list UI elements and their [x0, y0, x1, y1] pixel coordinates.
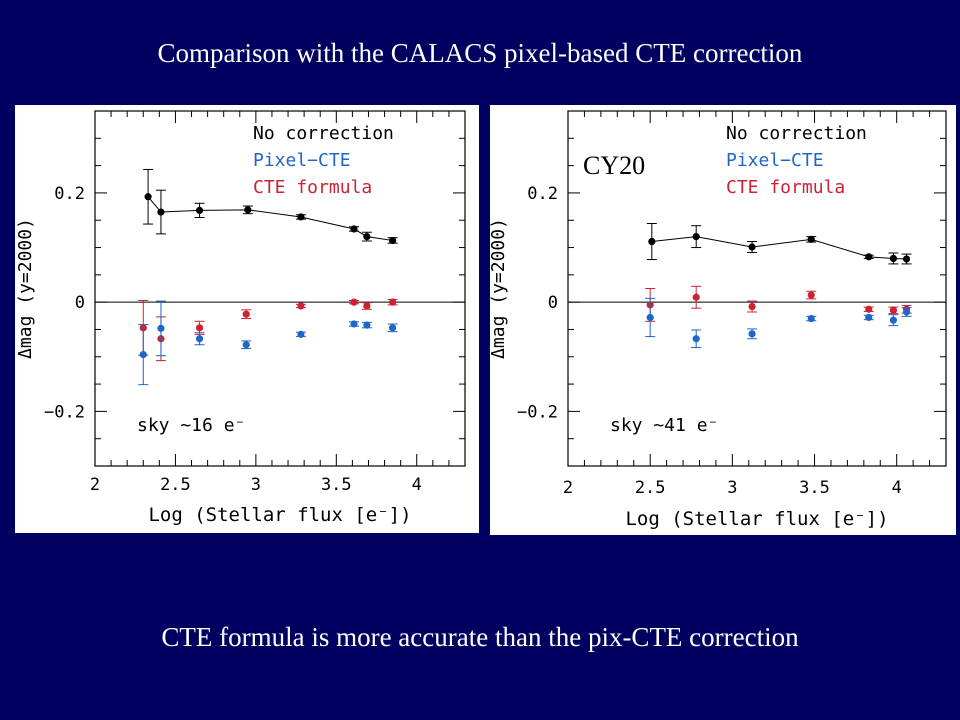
- data-point: [902, 255, 911, 263]
- x-tick-label: 2.5: [160, 475, 191, 495]
- y-tick-label: 0: [548, 293, 558, 313]
- legend-entry: No correction: [726, 123, 867, 144]
- legend-entry: Pixel−CTE: [726, 150, 824, 171]
- chart-panel-sky16: 2 2.5 3 3.5 4 0.2 0 −0.2 Log (Stellar flux [e⁻])…: [15, 105, 479, 533]
- data-point: [195, 324, 204, 332]
- data-point: [692, 233, 700, 241]
- data-point: [363, 233, 371, 241]
- y-axis-label: Δmag (y=2000): [15, 218, 36, 359]
- y-tick-label: 0.2: [54, 184, 85, 204]
- x-axis-label: Log (Stellar flux [e⁻]): [148, 504, 411, 526]
- x-tick-label: 3: [251, 475, 261, 495]
- data-point: [144, 193, 152, 201]
- data-point: [244, 206, 252, 214]
- data-point: [350, 225, 358, 233]
- x-axis-label: Log (Stellar flux [e⁻]): [625, 508, 888, 530]
- y-tick-label: −0.2: [517, 402, 558, 422]
- x-tick-label: 2: [563, 478, 573, 498]
- y-tick-label: −0.2: [44, 402, 85, 422]
- legend-entry: CTE formula: [726, 177, 845, 198]
- x-tick-label: 3.5: [799, 478, 830, 498]
- panel-label: CY20: [583, 151, 645, 180]
- data-point: [389, 298, 397, 306]
- data-point: [297, 213, 305, 221]
- data-point: [157, 208, 165, 216]
- data-point: [297, 330, 305, 338]
- data-point: [807, 291, 815, 299]
- data-point: [242, 310, 250, 318]
- data-point: [889, 306, 898, 314]
- data-point: [350, 320, 358, 328]
- x-tick-label: 3: [727, 478, 737, 498]
- data-point: [807, 235, 815, 243]
- legend-entry: No correction: [253, 123, 394, 144]
- data-point: [865, 313, 873, 322]
- data-point: [865, 253, 873, 261]
- y-tick-label: 0: [75, 293, 85, 313]
- series-line: [147, 196, 393, 241]
- x-tick-label: 4: [412, 475, 422, 495]
- plot-frame: [94, 110, 466, 467]
- data-point: [646, 313, 654, 322]
- data-point: [363, 321, 371, 329]
- x-tick-label: 3.5: [321, 475, 352, 495]
- series-no-correction: [143, 168, 398, 245]
- data-point: [389, 236, 397, 245]
- data-point: [195, 335, 204, 343]
- x-tick-label: 2: [90, 475, 100, 495]
- sky-annotation: sky ~16 e⁻: [137, 415, 245, 436]
- chart-sky16: 2 2.5 3 3.5 4 0.2 0 −0.2 Log (Stellar flux [e⁻])…: [15, 110, 466, 526]
- sky-annotation: sky ~41 e⁻: [610, 415, 718, 436]
- data-point: [350, 298, 358, 306]
- y-tick-label: 0.2: [527, 184, 558, 204]
- data-point: [363, 302, 371, 310]
- data-point: [748, 330, 756, 338]
- y-axis-label: Δmag (y=2000): [490, 218, 509, 359]
- data-point: [389, 324, 397, 332]
- legend-entry: CTE formula: [253, 177, 372, 198]
- series-pixel-cte: [645, 297, 912, 348]
- data-point: [297, 302, 305, 310]
- series-no-correction: [646, 223, 912, 265]
- data-point: [195, 206, 204, 214]
- x-tick-label: 4: [892, 478, 902, 498]
- data-point: [889, 316, 898, 324]
- data-point: [748, 243, 756, 251]
- data-point: [157, 324, 165, 332]
- data-point: [648, 237, 656, 246]
- series-cte-formula: [138, 298, 398, 362]
- plot-frame: [567, 110, 947, 467]
- chart-cy20: 2 2.5 3 3.5 4 0.2 0 −0.2 Log (Stellar flux [e⁻])…: [490, 110, 947, 530]
- data-point: [692, 335, 700, 343]
- data-point: [748, 302, 756, 311]
- data-point: [902, 308, 911, 316]
- series-cte-formula: [645, 285, 912, 322]
- data-point: [139, 350, 147, 359]
- data-point: [889, 254, 898, 263]
- slide-footer: CTE formula is more accurate than the pi…: [161, 622, 799, 652]
- series-pixel-cte: [138, 300, 398, 386]
- data-point: [865, 305, 873, 313]
- data-point: [807, 314, 815, 323]
- chart-panel-cy20: 2 2.5 3 3.5 4 0.2 0 −0.2 Log (Stellar flux [e⁻])…: [490, 105, 956, 535]
- data-point: [242, 341, 250, 349]
- data-point: [692, 293, 700, 301]
- legend-entry: Pixel−CTE: [253, 150, 351, 171]
- x-tick-label: 2.5: [635, 478, 666, 498]
- slide-title: Comparison with the CALACS pixel-based C…: [157, 38, 803, 68]
